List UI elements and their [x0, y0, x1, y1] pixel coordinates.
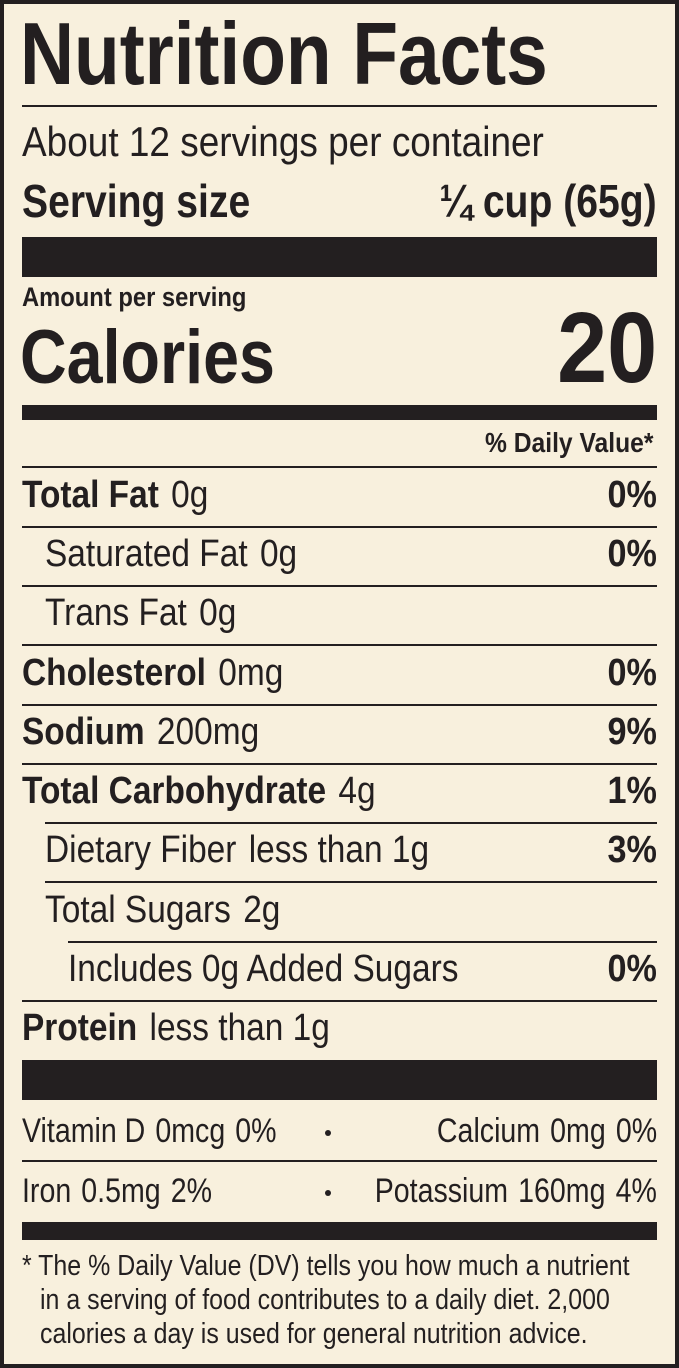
nutrient-row: Saturated Fat 0g: [45, 535, 297, 573]
footnote-line: in a serving of food contributes to a da…: [40, 1284, 610, 1317]
nutrient-name: Trans Fat: [45, 592, 187, 634]
nutrient-amount: 0g: [259, 533, 298, 575]
vitamin-amount: 160mg: [518, 1172, 606, 1210]
vitamin-item: Vitamin D 0mcg 0%: [22, 1114, 277, 1148]
nutrient-row: Protein less than 1g: [22, 1009, 330, 1047]
vitamin-name: Vitamin D: [22, 1112, 146, 1150]
daily-value: 1%: [607, 770, 657, 813]
rule: [22, 466, 657, 468]
thick-bar: [22, 405, 657, 420]
rule: [22, 105, 657, 107]
amount-per-serving: Amount per serving: [22, 282, 247, 313]
vitamin-amount: 0mcg: [155, 1112, 226, 1150]
vitamin-item: Calcium 0mg 0%: [437, 1114, 657, 1148]
rule: [22, 644, 657, 646]
rule: [22, 526, 657, 528]
nutrient-row: Total Fat 0g: [22, 476, 208, 514]
bullet: [325, 1130, 331, 1136]
nutrient-row: Sodium 200mg: [22, 713, 259, 751]
nutrient-row: Total Carbohydrate 4g: [22, 772, 376, 810]
vitamin-item: Potassium 160mg 4%: [375, 1174, 657, 1208]
rule: [22, 585, 657, 587]
vitamin-name: Potassium: [374, 1172, 509, 1210]
servings: About 12 servings per container: [22, 117, 544, 165]
serving-size-label: Serving size: [22, 174, 251, 227]
rule: [22, 1000, 657, 1002]
vitamin-amount: 0.5mg: [81, 1172, 161, 1210]
rule: [68, 941, 657, 943]
vitamin-dv: 0%: [615, 1112, 657, 1150]
thick-bar: [22, 1060, 657, 1100]
calories-label: Calories: [20, 315, 275, 401]
title: Nutrition Facts: [20, 3, 548, 103]
nutrient-row: Total Sugars 2g: [45, 891, 280, 929]
vitamin-dv: 4%: [615, 1172, 657, 1210]
nutrient-amount: less than 1g: [248, 829, 430, 871]
bullet: [325, 1190, 331, 1196]
nutrient-amount: 2g: [243, 889, 281, 931]
daily-value: 0%: [607, 474, 657, 517]
daily-value: 9%: [607, 711, 657, 754]
thick-bar: [22, 1222, 657, 1240]
rule: [22, 704, 657, 706]
nutrient-name: Sodium: [22, 711, 145, 753]
nutrient-amount: 200mg: [156, 711, 260, 753]
nutrient-row: Trans Fat 0g: [45, 594, 236, 632]
daily-value: 0%: [607, 948, 657, 991]
nutrient-name: Includes 0g Added Sugars: [68, 948, 459, 990]
nutrient-name: Protein: [22, 1007, 138, 1049]
daily-value: 0%: [607, 652, 657, 695]
nutrient-row: Cholesterol 0mg: [22, 654, 283, 692]
daily-value: 0%: [607, 533, 657, 576]
nutrient-amount: less than 1g: [149, 1007, 330, 1049]
vitamin-item: Iron 0.5mg 2%: [22, 1174, 212, 1208]
nutrient-name: Total Sugars: [45, 889, 231, 931]
nutrient-amount: 0g: [171, 474, 209, 516]
nutrient-name: Dietary Fiber: [45, 829, 237, 871]
nutrient-row: Includes 0g Added Sugars: [68, 950, 458, 988]
vitamin-name: Calcium: [436, 1112, 541, 1150]
vitamin-dv: 2%: [170, 1172, 213, 1210]
footnote-line: calories a day is used for general nutri…: [40, 1318, 588, 1351]
daily-value-header: % Daily Value*: [484, 426, 653, 458]
vitamin-dv: 0%: [235, 1112, 277, 1150]
nutrient-name: Cholesterol: [22, 652, 206, 694]
rule: [45, 822, 657, 824]
thick-bar: [22, 237, 657, 277]
nutrient-name: Saturated Fat: [45, 533, 248, 575]
nutrient-row: Dietary Fiber less than 1g: [45, 831, 429, 869]
serving-size: ¼ cup (65g): [439, 174, 657, 227]
nutrient-amount: 0mg: [218, 652, 284, 694]
nutrient-name: Total Carbohydrate: [22, 770, 327, 812]
rule: [22, 763, 657, 765]
nutrient-name: Total Fat: [22, 474, 159, 516]
nutrient-amount: 0g: [199, 592, 237, 634]
vitamin-amount: 0mg: [550, 1112, 606, 1150]
footnote-line: * The % Daily Value (DV) tells you how m…: [22, 1250, 630, 1283]
nutrient-amount: 4g: [338, 770, 376, 812]
calories-value: 20: [556, 292, 657, 404]
rule: [45, 881, 657, 883]
vitamin-name: Iron: [22, 1172, 72, 1210]
rule: [22, 1160, 657, 1162]
daily-value: 3%: [607, 829, 657, 872]
